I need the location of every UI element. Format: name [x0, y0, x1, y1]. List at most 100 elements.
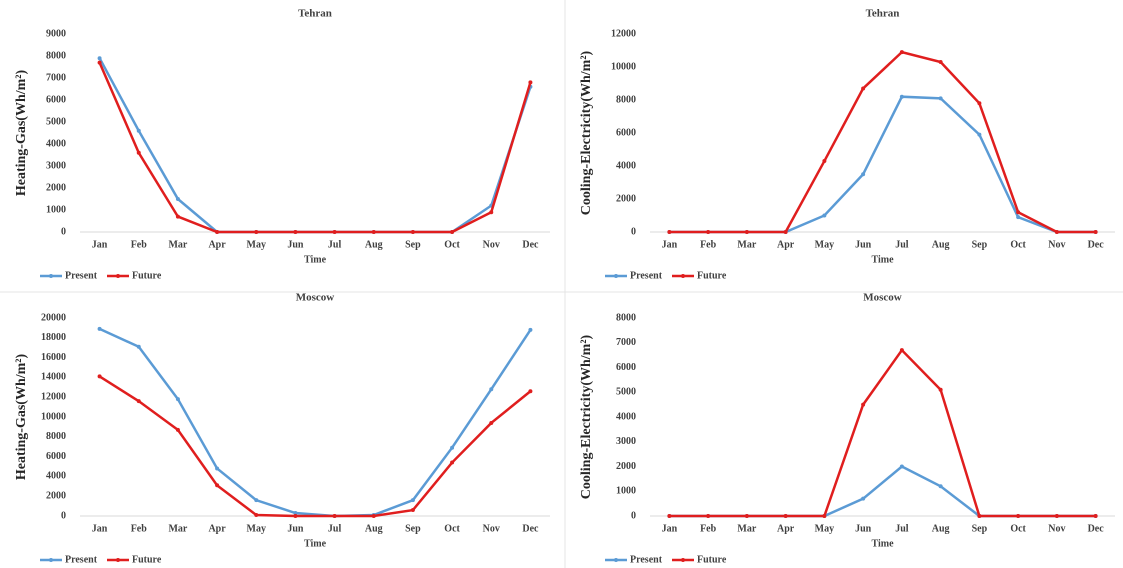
point — [783, 514, 788, 518]
point — [97, 326, 102, 331]
point — [450, 460, 455, 465]
y-tick-label: 10000 — [611, 61, 636, 72]
point — [1093, 514, 1098, 518]
point — [822, 213, 827, 218]
x-tick-label: May — [815, 523, 834, 534]
x-tick-label: Feb — [131, 239, 148, 250]
x-axis-label: Time — [871, 254, 894, 265]
x-axis-label: Time — [871, 538, 894, 549]
x-tick-label: Apr — [208, 523, 226, 534]
x-tick-label: Jun — [287, 523, 304, 534]
point — [332, 230, 337, 234]
point — [861, 402, 866, 407]
y-tick-label: 6000 — [616, 362, 636, 373]
point — [175, 197, 180, 201]
legend-label: Present — [65, 554, 98, 565]
y-tick-label: 14000 — [41, 372, 66, 383]
point — [938, 387, 943, 392]
point — [489, 210, 494, 215]
point — [450, 445, 455, 450]
x-axis-label: Time — [304, 254, 327, 265]
y-tick-label: 4000 — [46, 471, 66, 482]
y-tick-label: 12000 — [611, 28, 636, 39]
x-tick-label: Dec — [1088, 523, 1105, 534]
x-tick-label: Oct — [1010, 239, 1026, 250]
point — [215, 483, 220, 488]
x-tick-label: Jan — [92, 239, 108, 250]
series-line — [98, 57, 532, 234]
x-tick-label: Jul — [328, 523, 342, 534]
point — [175, 427, 180, 432]
chart-title: Moscow — [296, 292, 335, 304]
legend-marker — [116, 274, 120, 278]
x-tick-label: May — [247, 523, 266, 534]
chart-title: Moscow — [863, 292, 902, 304]
legend-marker — [681, 558, 685, 562]
point — [861, 172, 866, 177]
point — [861, 496, 866, 501]
point — [667, 230, 672, 234]
point — [1016, 514, 1021, 518]
point — [899, 348, 904, 353]
legend-marker — [614, 274, 618, 278]
x-axis-label: Time — [304, 538, 327, 549]
y-tick-label: 2000 — [616, 461, 636, 472]
point — [744, 230, 749, 234]
point — [938, 484, 943, 489]
point — [293, 511, 298, 516]
x-tick-label: Apr — [777, 239, 795, 250]
y-tick-label: 5000 — [46, 116, 66, 127]
point — [1054, 514, 1059, 518]
x-tick-label: Feb — [700, 523, 717, 534]
x-tick-label: Oct — [1010, 523, 1026, 534]
x-tick-label: Jul — [895, 523, 909, 534]
y-tick-label: 7000 — [616, 337, 636, 348]
series-line — [669, 50, 1096, 234]
series-line — [669, 95, 1096, 234]
point — [1093, 230, 1098, 234]
x-tick-label: Sep — [405, 239, 421, 250]
x-tick-label: May — [247, 239, 266, 250]
y-tick-label: 4000 — [46, 138, 66, 149]
point — [977, 101, 982, 106]
point — [977, 514, 982, 518]
point — [1016, 215, 1021, 220]
y-tick-label: 20000 — [41, 312, 66, 323]
series-line — [669, 348, 1096, 518]
point — [254, 230, 259, 234]
point — [977, 132, 982, 137]
point — [528, 80, 533, 85]
legend-marker — [116, 558, 120, 562]
series-line — [669, 465, 1096, 518]
y-tick-label: 3000 — [616, 436, 636, 447]
point — [938, 96, 943, 101]
legend-marker — [614, 558, 618, 562]
point — [136, 128, 141, 133]
point — [450, 230, 455, 234]
y-tick-label: 0 — [631, 226, 636, 237]
x-tick-label: Oct — [444, 523, 460, 534]
point — [410, 230, 415, 234]
legend-label: Present — [630, 270, 663, 281]
x-tick-label: Jun — [855, 523, 872, 534]
point — [744, 514, 749, 518]
point — [215, 466, 220, 471]
y-tick-label: 9000 — [46, 28, 66, 39]
legend-label: Future — [132, 554, 162, 565]
point — [1016, 210, 1021, 215]
x-tick-label: Nov — [483, 523, 500, 534]
point — [136, 399, 141, 404]
y-tick-label: 6000 — [46, 94, 66, 105]
point — [822, 514, 827, 518]
point — [899, 464, 904, 469]
x-tick-label: Jul — [328, 239, 342, 250]
y-tick-label: 8000 — [616, 312, 636, 323]
x-tick-label: Jan — [662, 523, 678, 534]
point — [371, 230, 376, 234]
legend-marker — [49, 274, 53, 278]
y-tick-label: 2000 — [46, 490, 66, 501]
point — [861, 86, 866, 91]
chart-title: Tehran — [866, 8, 900, 20]
x-tick-label: Mar — [737, 239, 756, 250]
point — [136, 344, 141, 349]
